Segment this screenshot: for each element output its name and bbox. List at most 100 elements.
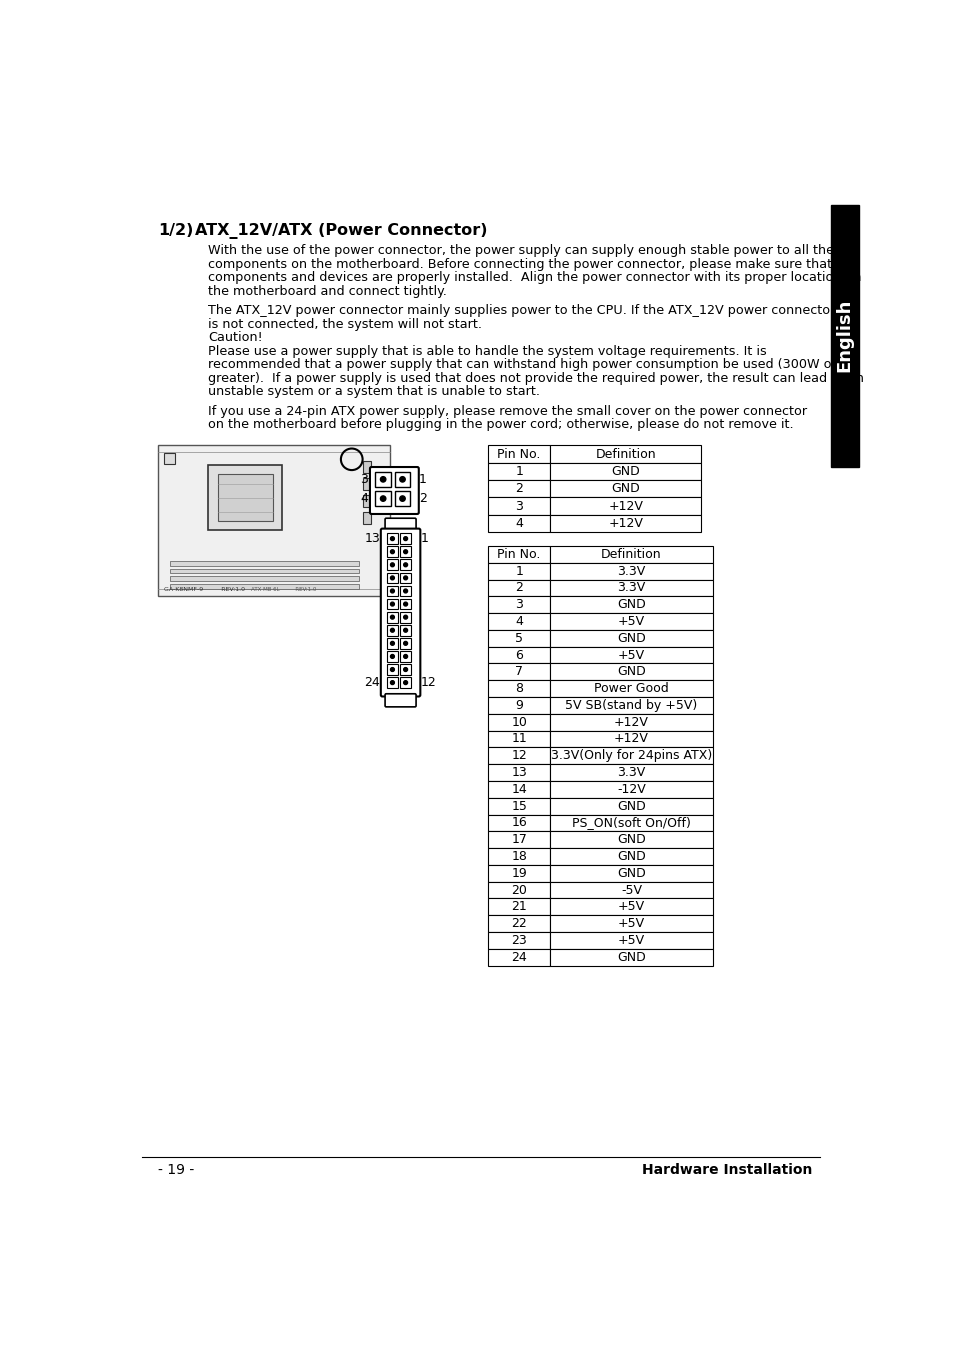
Bar	[550, 613, 712, 630]
Bar	[488, 731, 550, 747]
Circle shape	[403, 575, 407, 580]
Bar	[375, 471, 391, 487]
Bar	[550, 949, 712, 965]
Circle shape	[390, 681, 394, 685]
Bar	[488, 932, 550, 949]
Text: With the use of the power connector, the power supply can supply enough stable p: With the use of the power connector, the…	[208, 244, 834, 257]
Text: 3.3V(Only for 24pins ATX): 3.3V(Only for 24pins ATX)	[550, 749, 711, 762]
Text: Power Good: Power Good	[594, 682, 668, 695]
Bar	[387, 546, 397, 556]
Text: 5V SB(stand by +5V): 5V SB(stand by +5V)	[565, 699, 697, 712]
Bar	[550, 865, 712, 881]
Text: GND: GND	[617, 951, 645, 964]
Text: 3: 3	[515, 598, 522, 611]
Bar	[387, 598, 397, 609]
Text: GND: GND	[611, 464, 639, 478]
Text: on the motherboard before plugging in the power cord; otherwise, please do not r: on the motherboard before plugging in th…	[208, 418, 793, 431]
Text: components and devices are properly installed.  Align the power connector with i: components and devices are properly inst…	[208, 271, 861, 284]
Circle shape	[390, 589, 394, 593]
Text: 4: 4	[515, 517, 522, 529]
Bar	[387, 677, 397, 688]
Bar	[387, 638, 397, 649]
Text: PS_ON(soft On/Off): PS_ON(soft On/Off)	[572, 816, 690, 830]
Bar	[488, 647, 550, 663]
Circle shape	[403, 589, 407, 593]
Bar	[488, 781, 550, 798]
Text: If you use a 24-pin ATX power supply, please remove the small cover on the power: If you use a 24-pin ATX power supply, pl…	[208, 405, 806, 417]
Text: 13: 13	[511, 766, 526, 779]
Bar	[488, 596, 550, 613]
Text: 3.3V: 3.3V	[617, 766, 645, 779]
Bar	[363, 478, 371, 490]
Text: 15: 15	[511, 800, 527, 812]
Bar	[399, 598, 411, 609]
Bar	[488, 881, 550, 899]
Bar	[395, 471, 410, 487]
Text: GA-K8NMF-9         REV:1.0: GA-K8NMF-9 REV:1.0	[164, 586, 245, 592]
Text: +5V: +5V	[618, 917, 644, 930]
Text: Definition: Definition	[600, 548, 661, 561]
Circle shape	[390, 615, 394, 619]
Bar	[375, 492, 391, 506]
Bar	[387, 533, 397, 544]
Text: is not connected, the system will not start.: is not connected, the system will not st…	[208, 318, 482, 330]
Text: components on the motherboard. Before connecting the power connector, please mak: components on the motherboard. Before co…	[208, 257, 851, 271]
Text: 1: 1	[420, 532, 428, 546]
Bar	[550, 831, 712, 848]
Text: 8: 8	[515, 682, 522, 695]
Text: recommended that a power supply that can withstand high power consumption be use: recommended that a power supply that can…	[208, 357, 836, 371]
Bar	[363, 512, 371, 524]
Bar	[488, 663, 550, 680]
Bar	[395, 492, 410, 506]
Text: 2: 2	[515, 482, 522, 496]
Bar	[170, 577, 359, 581]
Bar	[399, 546, 411, 556]
Text: 12: 12	[420, 676, 436, 689]
Text: 12: 12	[511, 749, 526, 762]
Text: Pin No.: Pin No.	[497, 548, 540, 561]
Bar	[550, 932, 712, 949]
Bar	[363, 494, 371, 506]
Text: 22: 22	[511, 917, 526, 930]
Bar	[158, 445, 390, 596]
Bar	[550, 915, 712, 932]
Text: ATX MB 6L         REV:1.0: ATX MB 6L REV:1.0	[251, 586, 316, 592]
Bar	[550, 481, 700, 497]
Text: +5V: +5V	[618, 934, 644, 946]
Text: greater).  If a power supply is used that does not provide the required power, t: greater). If a power supply is used that…	[208, 371, 863, 385]
Text: The ATX_12V power connector mainly supplies power to the CPU. If the ATX_12V pow: The ATX_12V power connector mainly suppl…	[208, 305, 835, 317]
Text: +12V: +12V	[608, 500, 642, 513]
Bar	[208, 464, 282, 531]
Bar	[550, 899, 712, 915]
Bar	[550, 580, 712, 596]
Text: +12V: +12V	[614, 716, 648, 728]
Text: 13: 13	[364, 532, 379, 546]
Bar	[550, 781, 712, 798]
Bar	[399, 651, 411, 662]
Circle shape	[390, 654, 394, 658]
Circle shape	[390, 536, 394, 540]
Text: 3.3V: 3.3V	[617, 581, 645, 594]
Circle shape	[390, 550, 394, 554]
Text: GND: GND	[617, 867, 645, 880]
Bar	[488, 697, 550, 714]
Text: GND: GND	[617, 665, 645, 678]
Text: 1: 1	[418, 473, 426, 486]
Text: 24: 24	[511, 951, 526, 964]
Bar	[550, 596, 712, 613]
Text: Caution!: Caution!	[208, 332, 263, 344]
Bar	[550, 546, 712, 563]
Text: GND: GND	[617, 833, 645, 846]
Bar	[550, 798, 712, 815]
Text: 9: 9	[515, 699, 522, 712]
Circle shape	[390, 575, 394, 580]
Text: 1: 1	[515, 565, 522, 578]
Bar	[488, 515, 550, 532]
Bar	[387, 663, 397, 674]
Bar	[830, 204, 858, 467]
Text: 3: 3	[360, 473, 368, 486]
Bar	[550, 663, 712, 680]
Circle shape	[390, 668, 394, 672]
Text: +12V: +12V	[614, 733, 648, 746]
Bar	[488, 546, 550, 563]
